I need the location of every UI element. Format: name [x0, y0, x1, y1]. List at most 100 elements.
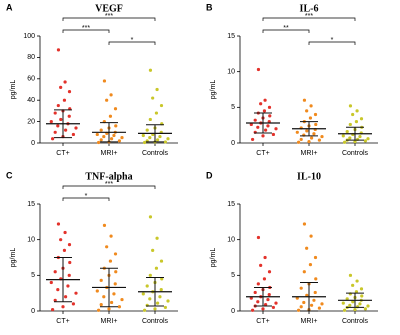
y-tick-label: 10: [227, 69, 235, 76]
data-point: [113, 282, 117, 286]
data-point: [359, 117, 364, 121]
data-point: [148, 68, 153, 72]
data-point: [102, 295, 106, 299]
data-point: [63, 80, 67, 84]
data-point: [274, 301, 278, 305]
data-point: [102, 79, 107, 83]
data-point: [341, 301, 345, 305]
data-point: [56, 48, 61, 52]
data-point: [249, 122, 253, 127]
x-tick-label: MRI+: [101, 150, 118, 157]
data-point: [56, 103, 60, 108]
data-point: [267, 120, 271, 124]
data-point: [117, 305, 121, 309]
data-point: [74, 291, 78, 295]
data-point: [320, 302, 324, 306]
data-point: [99, 302, 103, 307]
data-point: [71, 302, 75, 306]
significance-label: *: [331, 37, 334, 44]
data-point: [348, 122, 352, 127]
x-tick-label: MRI+: [301, 150, 318, 157]
data-point: [112, 292, 116, 296]
data-point: [366, 137, 370, 141]
data-point: [308, 263, 313, 267]
data-point: [110, 137, 114, 141]
data-point: [310, 136, 314, 140]
data-point: [256, 235, 261, 240]
data-point: [59, 117, 63, 122]
data-point: [102, 134, 106, 139]
data-point: [64, 295, 68, 299]
data-point: [95, 289, 99, 293]
data-point: [351, 283, 355, 287]
data-point: [264, 302, 268, 307]
data-point: [114, 270, 118, 274]
data-point: [348, 104, 353, 108]
data-point: [56, 222, 61, 226]
panel-letter: D: [206, 170, 213, 180]
y-tick-label: 20: [27, 118, 35, 125]
data-point: [120, 136, 124, 140]
data-point: [148, 273, 152, 277]
data-point: [71, 132, 75, 137]
data-point: [158, 295, 162, 299]
data-point: [307, 139, 311, 144]
y-tick-label: 5: [231, 104, 235, 111]
significance-label: ***: [305, 13, 313, 20]
data-point: [305, 246, 309, 250]
data-point: [262, 277, 267, 281]
data-point: [107, 307, 111, 311]
data-point: [159, 103, 164, 108]
data-point: [343, 308, 347, 312]
data-point: [354, 290, 359, 294]
data-point: [153, 307, 157, 311]
data-point: [313, 255, 318, 260]
significance-bracket: [108, 41, 156, 45]
data-point: [99, 278, 103, 282]
data-point: [108, 259, 113, 263]
significance-bracket: [308, 41, 356, 45]
significance-bracket: [262, 17, 356, 21]
data-point: [348, 136, 352, 140]
data-point: [151, 96, 155, 100]
data-point: [355, 109, 359, 113]
data-point: [113, 107, 118, 111]
data-point: [266, 124, 270, 128]
y-tick-label: 40: [27, 97, 35, 104]
data-point: [267, 105, 272, 109]
y-tick-label: 100: [23, 33, 35, 40]
data-point: [63, 230, 67, 235]
significance-bracket: [262, 29, 310, 33]
data-point: [263, 98, 267, 102]
data-point: [68, 260, 72, 265]
data-point: [51, 307, 55, 312]
y-tick-label: 60: [27, 76, 35, 83]
data-point: [359, 287, 364, 291]
significance-label: *: [131, 37, 134, 44]
data-point: [156, 138, 160, 142]
data-point: [154, 266, 159, 270]
data-point: [145, 284, 149, 288]
data-point: [160, 277, 164, 281]
data-point: [312, 298, 316, 302]
data-point: [310, 303, 314, 307]
data-point: [308, 116, 313, 120]
data-point: [353, 307, 357, 312]
data-point: [360, 294, 364, 298]
x-tick-label: MRI+: [101, 318, 118, 325]
data-point: [354, 120, 359, 124]
data-point: [345, 129, 349, 134]
data-point: [97, 308, 101, 312]
data-point: [59, 85, 63, 89]
y-tick-label: 10: [27, 237, 35, 244]
data-point: [351, 300, 355, 304]
data-point: [159, 259, 164, 263]
data-point: [256, 300, 260, 304]
data-point: [62, 248, 67, 252]
significance-label: ***: [82, 25, 90, 32]
data-point: [102, 223, 107, 227]
data-point: [317, 306, 321, 310]
data-point: [271, 305, 275, 310]
x-tick-label: CT+: [256, 150, 269, 157]
y-tick-label: 0: [31, 308, 35, 315]
